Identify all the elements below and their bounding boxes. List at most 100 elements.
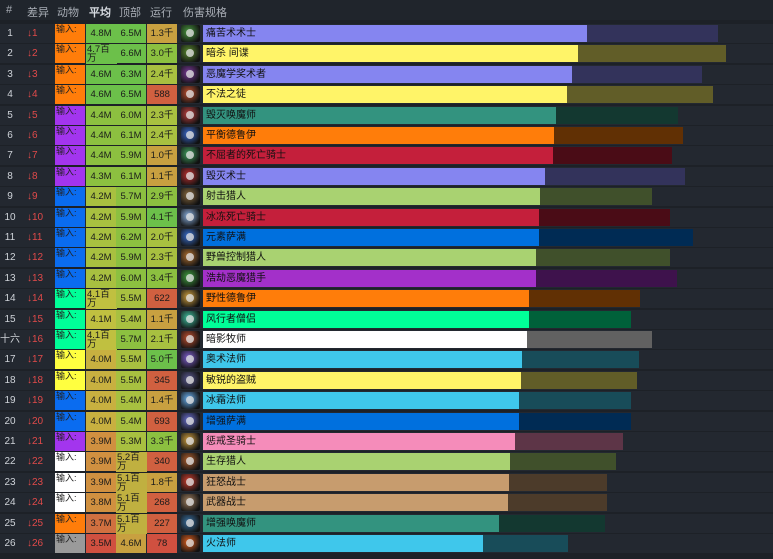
run-cell: 3.0千: [147, 44, 177, 64]
table-row[interactable]: 18 ↓18 输入: 4.0M 5.5M 345 敏锐的盗贼: [0, 370, 773, 391]
table-row[interactable]: 14 ↓14 输入: 4.1百万 5.5M 622 野性德鲁伊: [0, 289, 773, 310]
avg-dps-bar[interactable]: 毁灭术士: [203, 167, 545, 185]
table-row[interactable]: 5 ↓5 输入: 4.4M 6.0M 2.3千 毁灭唤魔师: [0, 105, 773, 126]
table-row[interactable]: 3 ↓3 输入: 4.6M 6.3M 2.4千 恶魔学奖术者: [0, 64, 773, 85]
class-cell: 输入:: [55, 85, 85, 105]
avg-dps-bar[interactable]: 暗影牧师: [203, 331, 527, 348]
table-row[interactable]: 15 ↓15 输入: 4.1M 5.4M 1.1千 风行者僧侣: [0, 309, 773, 330]
header-run[interactable]: 运行: [150, 7, 172, 19]
avg-dps-bar[interactable]: 恶魔学奖术者: [203, 65, 572, 83]
table-row[interactable]: 8 ↓8 输入: 4.3M 6.1M 1.1千 毁灭术士: [0, 166, 773, 187]
class-label: 输入:: [56, 248, 77, 259]
spec-label: 武器战士: [206, 497, 246, 509]
header-class[interactable]: 动物: [57, 7, 79, 19]
avg-dps-bar[interactable]: 元素萨满: [203, 229, 539, 246]
top-cell: 5.1百万: [116, 513, 147, 534]
table-row[interactable]: 19 ↓19 输入: 4.0M 5.4M 1.4千 冰霜法师: [0, 391, 773, 411]
avg-dps-bar[interactable]: 暗杀 间谍: [203, 45, 578, 63]
avg-dps-bar[interactable]: 痛苦术术士: [203, 25, 587, 42]
run-cell: 3.4千: [147, 268, 177, 288]
class-cell: 输入:: [55, 207, 85, 227]
avg-dps-bar[interactable]: 敏锐的盗贼: [203, 371, 521, 389]
header-diff[interactable]: 差异: [27, 7, 49, 19]
spec-label: 射击猎人: [206, 191, 246, 203]
table-row[interactable]: 11 ↓11 输入: 4.2M 6.2M 2.0千 元素萨满: [0, 228, 773, 248]
table-row[interactable]: 23 ↓23 输入: 3.9M 5.1百万 1.8千 狂怒战士: [0, 472, 773, 493]
icon-glyph: [186, 375, 194, 384]
table-row[interactable]: 22 ↓22 输入: 3.9M 5.2百万 340 生存猎人: [0, 452, 773, 473]
spec-label: 毁灭术士: [206, 170, 246, 182]
run-cell: 2.4千: [147, 126, 177, 145]
header-spec[interactable]: 伤害规格: [183, 7, 227, 19]
avg-dps-bar[interactable]: 生存猎人: [203, 453, 510, 471]
header-top[interactable]: 顶部: [119, 7, 141, 19]
diff-cell: ↓24: [27, 497, 44, 509]
header-avg[interactable]: 平均: [89, 7, 111, 19]
run-cell: 4.1千: [147, 207, 177, 227]
table-row[interactable]: 24 ↓24 输入: 3.8M 5.1百万 268 武器战士: [0, 493, 773, 514]
table-row[interactable]: 13 ↓13 输入: 4.2M 6.0M 3.4千 浩劫恶魔猎手: [0, 268, 773, 289]
class-label: 输入:: [56, 85, 77, 96]
table-row[interactable]: 21 ↓21 输入: 3.9M 5.3M 3.3千 惩戒圣骑士: [0, 432, 773, 452]
avg-dps-bar[interactable]: 增强萨满: [203, 412, 519, 430]
class-cell: 输入:: [55, 330, 85, 349]
table-row[interactable]: 4 ↓4 输入: 4.6M 6.5M 588 不法之徒: [0, 85, 773, 105]
avg-dps-bar[interactable]: 风行者僧侣: [203, 310, 529, 328]
avg-dps-bar[interactable]: 武器战士: [203, 494, 508, 512]
diff-cell: ↓12: [27, 252, 44, 264]
avg-dps-bar[interactable]: 奥术法师: [203, 351, 522, 369]
run-cell: 227: [147, 513, 177, 533]
top-cell: 5.9M: [116, 207, 146, 227]
table-row[interactable]: 9 ↓9 输入: 4.2M 5.7M 2.9千 射击猎人: [0, 187, 773, 207]
avg-dps-bar[interactable]: 野兽控制猎人: [203, 249, 536, 267]
top-cell: 5.1百万: [116, 493, 147, 514]
run-cell: 1.1千: [147, 309, 177, 329]
avg-cell: 4.0M: [86, 411, 116, 431]
avg-dps-bar[interactable]: 平衡德鲁伊: [203, 127, 554, 144]
avg-dps-bar[interactable]: 火法师: [203, 535, 483, 552]
class-label: 输入:: [56, 472, 77, 483]
top-cell: 5.2百万: [116, 452, 147, 473]
avg-dps-bar[interactable]: 不法之徒: [203, 86, 567, 104]
class-label: 输入:: [56, 493, 77, 504]
diff-cell: ↓3: [27, 68, 38, 80]
table-row[interactable]: 17 ↓17 输入: 4.0M 5.5M 5.0千 奥术法师: [0, 350, 773, 370]
table-row[interactable]: 26 ↓26 输入: 3.5M 4.6M 78 火法师: [0, 534, 773, 554]
class-label: 输入:: [56, 187, 77, 198]
avg-dps-bar[interactable]: 浩劫恶魔猎手: [203, 269, 536, 287]
table-row[interactable]: 7 ↓7 输入: 4.4M 5.9M 1.0千 不屈者的死亡骑士: [0, 146, 773, 166]
header-rank[interactable]: #: [6, 4, 13, 16]
table-row[interactable]: 12 ↓12 输入: 4.2M 5.9M 2.3千 野兽控制猎人: [0, 248, 773, 268]
table-row[interactable]: 十六 ↓16 输入: 4.1百万 5.7M 2.1千 暗影牧师: [0, 330, 773, 350]
table-row[interactable]: 20 ↓20 输入: 4.0M 5.4M 693 增强萨满: [0, 411, 773, 432]
avg-dps-bar[interactable]: 增强唤魔师: [203, 514, 499, 532]
run-cell: 588: [147, 85, 177, 105]
avg-dps-bar[interactable]: 野性德鲁伊: [203, 290, 529, 308]
icon-glyph: [186, 49, 194, 58]
icon-glyph: [186, 457, 194, 466]
avg-dps-bar[interactable]: 冰冻死亡骑士: [203, 208, 539, 226]
avg-dps-bar[interactable]: 毁灭唤魔师: [203, 106, 556, 124]
spec-label: 野兽控制猎人: [206, 252, 266, 264]
avg-dps-bar[interactable]: 冰霜法师: [203, 392, 519, 410]
table-row[interactable]: 25 ↓25 输入: 3.7M 5.1百万 227 增强唤魔师: [0, 513, 773, 534]
spec-label: 冰霜法师: [206, 395, 246, 407]
spec-label: 生存猎人: [206, 456, 246, 468]
table-row[interactable]: 1 ↓1 输入: 4.8M 6.5M 1.3千 痛苦术术士: [0, 24, 773, 44]
table-row[interactable]: 6 ↓6 输入: 4.4M 6.1M 2.4千 平衡德鲁伊: [0, 126, 773, 146]
class-label: 输入:: [56, 228, 77, 238]
icon-glyph: [186, 110, 194, 119]
table-row[interactable]: 2 ↓2 输入: 4.7百万 6.6M 3.0千 暗杀 间谍: [0, 44, 773, 65]
avg-dps-bar[interactable]: 狂怒战士: [203, 473, 509, 491]
rank-cell: 5: [7, 109, 13, 121]
avg-dps-bar[interactable]: 不屈者的死亡骑士: [203, 147, 553, 165]
run-cell: 340: [147, 452, 177, 472]
icon-glyph: [186, 335, 194, 343]
spec-label: 惩戒圣骑士: [206, 436, 256, 447]
avg-cell: 4.2M: [86, 187, 116, 207]
avg-dps-bar[interactable]: 惩戒圣骑士: [203, 433, 515, 450]
top-cell: 6.0M: [116, 268, 146, 288]
avg-dps-bar[interactable]: 射击猎人: [203, 188, 540, 206]
elemental-shaman-icon: [181, 229, 200, 246]
table-row[interactable]: 10 ↓10 输入: 4.2M 5.9M 4.1千 冰冻死亡骑士: [0, 207, 773, 228]
